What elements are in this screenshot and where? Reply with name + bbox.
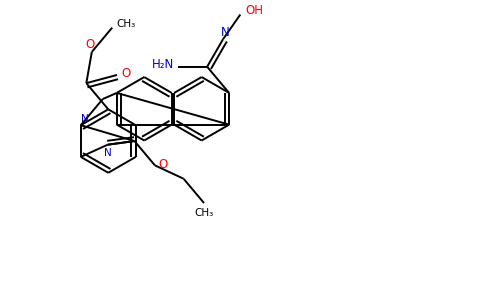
Text: O: O xyxy=(158,158,167,171)
Text: N: N xyxy=(221,26,229,39)
Text: N: N xyxy=(81,114,89,124)
Text: OH: OH xyxy=(245,4,263,17)
Text: O: O xyxy=(85,38,94,51)
Text: O: O xyxy=(121,68,130,80)
Text: CH₃: CH₃ xyxy=(116,19,136,29)
Text: N: N xyxy=(104,148,111,158)
Text: CH₃: CH₃ xyxy=(195,208,213,218)
Text: H₂N: H₂N xyxy=(152,58,174,71)
